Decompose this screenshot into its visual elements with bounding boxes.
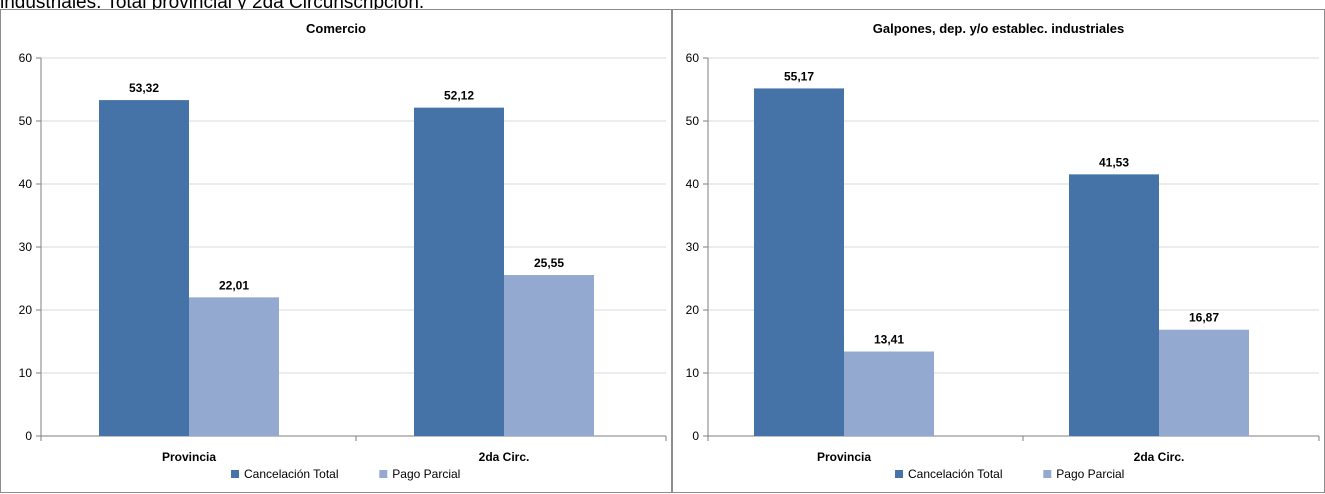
data-label: 41,53 xyxy=(1099,155,1129,169)
y-tick-label: 30 xyxy=(686,240,700,254)
bar-pago-parcial xyxy=(504,275,594,436)
legend-label: Pago Parcial xyxy=(1056,467,1124,481)
x-tick-label: Provincia xyxy=(162,450,216,464)
data-label: 16,87 xyxy=(1189,311,1219,325)
legend-label: Cancelación Total xyxy=(244,467,339,481)
y-tick-label: 50 xyxy=(19,114,33,128)
data-label: 52,12 xyxy=(444,89,474,103)
data-label: 55,17 xyxy=(784,69,814,83)
chart-comercio: Comercio 0 10 20 30 40 50 60 53,32 22,01 Provincia… xyxy=(19,21,667,481)
y-tick-label: 0 xyxy=(692,429,699,443)
chart-title: Galpones, dep. y/o establec. industriale… xyxy=(873,21,1124,36)
bar-cancelacion-total xyxy=(754,88,844,436)
legend-label: Cancelación Total xyxy=(908,467,1003,481)
y-tick-label: 60 xyxy=(19,51,33,65)
legend-swatch xyxy=(379,470,388,478)
bar-cancelacion-total xyxy=(414,107,504,437)
x-tick-label: 2da Circ. xyxy=(479,450,530,464)
data-label: 22,01 xyxy=(219,278,249,292)
legend-swatch xyxy=(231,470,239,478)
bar-pago-parcial xyxy=(844,351,934,436)
data-label: 25,55 xyxy=(534,256,564,270)
chart-title: Comercio xyxy=(306,21,366,36)
y-tick-label: 40 xyxy=(19,177,33,191)
y-tick-label: 30 xyxy=(19,240,33,254)
legend-swatch xyxy=(895,470,903,478)
data-label: 53,32 xyxy=(129,81,159,95)
legend-label: Pago Parcial xyxy=(392,467,460,481)
data-label: 13,41 xyxy=(874,333,904,347)
x-tick-label: 2da Circ. xyxy=(1134,450,1185,464)
chart-galpones: Galpones, dep. y/o establec. industriale… xyxy=(686,21,1320,481)
y-tick-label: 40 xyxy=(686,177,700,191)
y-tick-label: 0 xyxy=(25,429,32,443)
y-tick-label: 10 xyxy=(19,366,33,380)
y-tick-label: 20 xyxy=(19,303,33,317)
y-tick-label: 60 xyxy=(686,51,700,65)
bar-pago-parcial xyxy=(1159,329,1249,436)
chart-panel-galpones: Galpones, dep. y/o establec. industriale… xyxy=(672,9,1325,493)
x-tick-label: Provincia xyxy=(817,450,871,464)
y-tick-label: 10 xyxy=(686,366,700,380)
bar-cancelacion-total xyxy=(99,100,189,437)
y-tick-label: 50 xyxy=(686,114,700,128)
y-tick-label: 20 xyxy=(686,303,700,317)
bar-cancelacion-total xyxy=(1069,174,1159,436)
chart-panel-comercio: Comercio 0 10 20 30 40 50 60 53,32 22,01 Provincia… xyxy=(0,9,672,493)
bar-pago-parcial xyxy=(189,297,279,436)
legend-swatch xyxy=(1043,470,1052,478)
